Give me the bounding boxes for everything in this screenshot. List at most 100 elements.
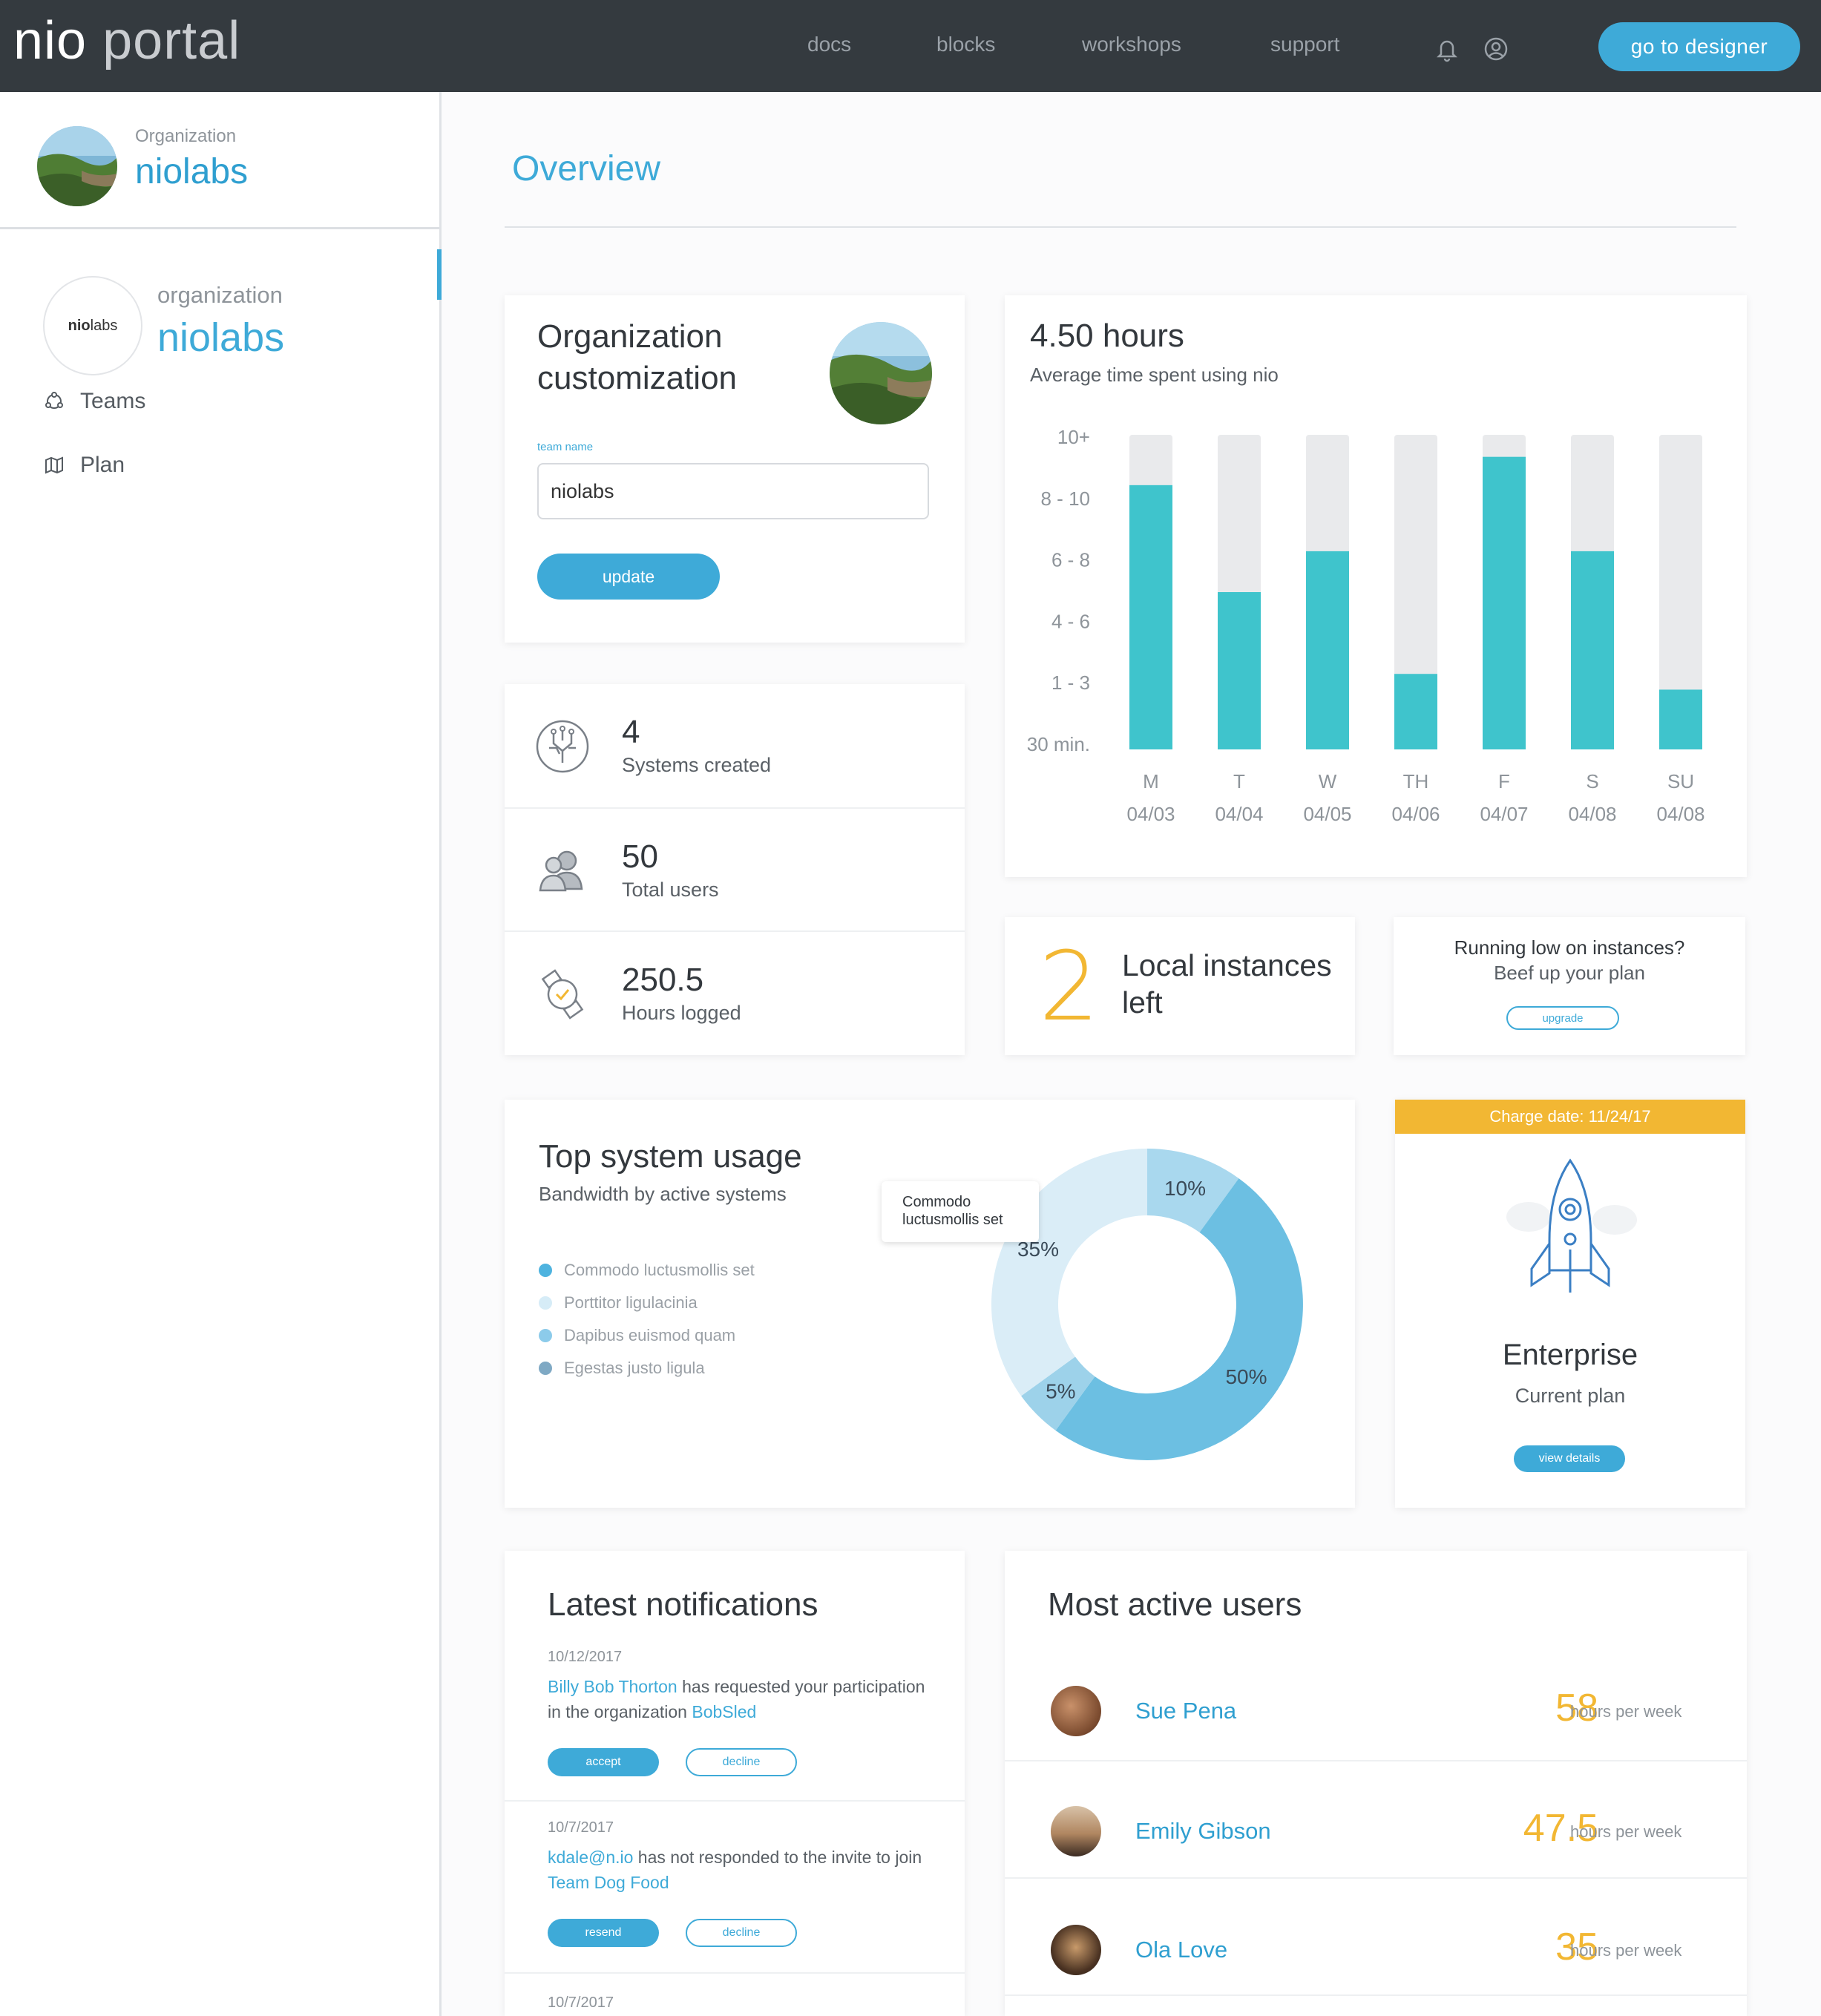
notification-user-link[interactable]: kdale@n.io — [548, 1848, 634, 1867]
stat-label: Total users — [622, 879, 719, 901]
x-tick-label: T — [1233, 770, 1245, 792]
bell-icon[interactable] — [1432, 34, 1462, 64]
avatar — [1051, 1925, 1101, 1975]
notification-team-link[interactable]: Team Dog Food — [548, 1873, 669, 1892]
user-icon[interactable] — [1481, 34, 1511, 64]
active-user-row[interactable]: Sue Pena 58 hours per week — [1005, 1650, 1747, 1769]
notification-date: 10/12/2017 — [548, 1649, 623, 1665]
upgrade-subtext: Beef up your plan — [1494, 962, 1645, 984]
plan-name: Enterprise — [1502, 1339, 1638, 1371]
org-logo-light: labs — [90, 317, 118, 334]
latest-notifications-card: Latest notifications 10/12/2017 Billy Bo… — [505, 1551, 965, 2016]
sidebar-header: Organization niolabs — [0, 92, 439, 229]
legend-item[interactable]: Commodo luctusmollis set — [539, 1254, 755, 1287]
user-name[interactable]: Sue Pena — [1135, 1698, 1237, 1724]
user-name[interactable]: Ola Love — [1135, 1937, 1228, 1963]
x-date-label: 04/08 — [1568, 803, 1616, 825]
active-section-indicator — [437, 249, 442, 300]
accept-button[interactable]: accept — [548, 1748, 659, 1776]
active-user-row[interactable]: Ola Love 35 hours per week — [1005, 1889, 1747, 2008]
donut-slice — [1147, 1149, 1239, 1232]
nav-link-docs[interactable]: docs — [807, 33, 852, 56]
upgrade-card: Running low on instances? Beef up your p… — [1394, 917, 1745, 1055]
organization-label: Organization — [135, 126, 237, 146]
org-section-label: organization — [157, 282, 283, 308]
slice-label: 10% — [1164, 1177, 1206, 1200]
plan-label: Current plan — [1515, 1385, 1626, 1407]
hours-unit: hours per week — [1570, 1702, 1682, 1721]
notification-text: has not responded to the invite to join — [633, 1848, 922, 1867]
notifications-title: Latest notifications — [548, 1586, 818, 1623]
plan-icon — [45, 456, 63, 474]
active-user-row[interactable]: Emily Gibson 47.5 hours per week — [1005, 1770, 1747, 1889]
notification-date: 10/7/2017 — [548, 1994, 614, 2011]
hours-unit: hours per week — [1570, 1941, 1682, 1960]
legend-item[interactable]: Dapibus euismod quam — [539, 1319, 755, 1352]
local-instances-card: 2 Local instances left — [1005, 917, 1355, 1055]
slice-label: 5% — [1046, 1380, 1075, 1403]
hours-unit: hours per week — [1570, 1822, 1682, 1841]
nav-link-support[interactable]: support — [1270, 33, 1340, 56]
usage-title: Top system usage — [539, 1138, 802, 1175]
legend-item[interactable]: Porttitor ligulacinia — [539, 1287, 755, 1319]
legend-swatch — [539, 1329, 552, 1342]
organization-picture[interactable] — [830, 322, 932, 424]
resend-button[interactable]: resend — [548, 1919, 659, 1947]
notification-divider — [505, 1972, 965, 1974]
go-to-designer-button[interactable]: go to designer — [1598, 22, 1800, 71]
y-tick-label: 6 - 8 — [1051, 549, 1090, 571]
nio-portal-logo[interactable]: nio portal — [13, 10, 240, 71]
legend-item[interactable]: Egestas justo ligula — [539, 1352, 755, 1385]
stat-value: 4 — [622, 714, 640, 750]
update-button[interactable]: update — [537, 554, 720, 600]
notification-user-link[interactable]: Billy Bob Thorton — [548, 1677, 677, 1696]
instances-count: 2 — [1039, 932, 1100, 1043]
team-name-input[interactable] — [537, 463, 929, 519]
legend-swatch — [539, 1362, 552, 1375]
rocket-icon — [1506, 1158, 1637, 1293]
sidebar-item-teams[interactable]: Teams — [43, 389, 145, 414]
stat-value: 250.5 — [622, 962, 704, 998]
average-hours-subtitle: Average time spent using nio — [1030, 364, 1279, 386]
x-tick-label: W — [1319, 770, 1337, 792]
org-section-name[interactable]: niolabs — [157, 315, 285, 360]
org-logo-badge[interactable]: nio labs — [43, 276, 142, 375]
hours-icon — [541, 969, 584, 1020]
bar — [1571, 551, 1614, 749]
instances-label: Local instances left — [1122, 948, 1332, 1020]
bar — [1483, 456, 1526, 749]
stats-card: 4 Systems created 50 Total users 250.5 H… — [505, 684, 965, 1055]
organization-name[interactable]: niolabs — [135, 152, 249, 191]
row-divider — [1005, 1994, 1747, 1996]
upgrade-button[interactable]: upgrade — [1506, 1006, 1619, 1030]
stat-label: Hours logged — [622, 1002, 741, 1024]
decline-button[interactable]: decline — [686, 1919, 797, 1947]
decline-button[interactable]: decline — [686, 1748, 797, 1776]
average-time-card: 4.50 hours Average time spent using nio … — [1005, 295, 1747, 877]
user-hours: 47.5 — [1523, 1807, 1598, 1850]
stat-systems-created: 4 Systems created — [505, 684, 965, 807]
notification-message: Billy Bob Thorton has requested your par… — [548, 1674, 934, 1724]
legend-label: Commodo luctusmollis set — [564, 1261, 755, 1279]
top-system-usage-card: Top system usage Bandwidth by active sys… — [505, 1100, 1355, 1508]
page-title: Overview — [512, 149, 661, 188]
stat-value: 50 — [622, 838, 658, 875]
user-name[interactable]: Emily Gibson — [1135, 1818, 1271, 1844]
legend-label: Dapibus euismod quam — [564, 1326, 736, 1344]
organization-avatar — [37, 126, 117, 206]
x-tick-label: M — [1143, 770, 1159, 792]
notification-org-link[interactable]: BobSled — [692, 1702, 757, 1721]
bar-track — [1659, 435, 1702, 749]
x-date-label: 04/03 — [1126, 803, 1175, 825]
org-customization-card: Organization customization team name upd… — [505, 295, 965, 643]
notification-divider — [505, 1800, 965, 1802]
slice-label: 50% — [1225, 1365, 1267, 1388]
chart-tooltip: Commodo luctusmollis set — [882, 1181, 1039, 1242]
x-date-label: 04/05 — [1303, 803, 1351, 825]
nav-link-workshops[interactable]: workshops — [1082, 33, 1181, 56]
view-details-button[interactable]: view details — [1514, 1445, 1625, 1472]
sidebar-item-plan[interactable]: Plan — [43, 453, 125, 478]
users-icon — [539, 850, 583, 892]
nav-link-blocks[interactable]: blocks — [936, 33, 996, 56]
stat-hours-logged: 250.5 Hours logged — [505, 930, 965, 1054]
